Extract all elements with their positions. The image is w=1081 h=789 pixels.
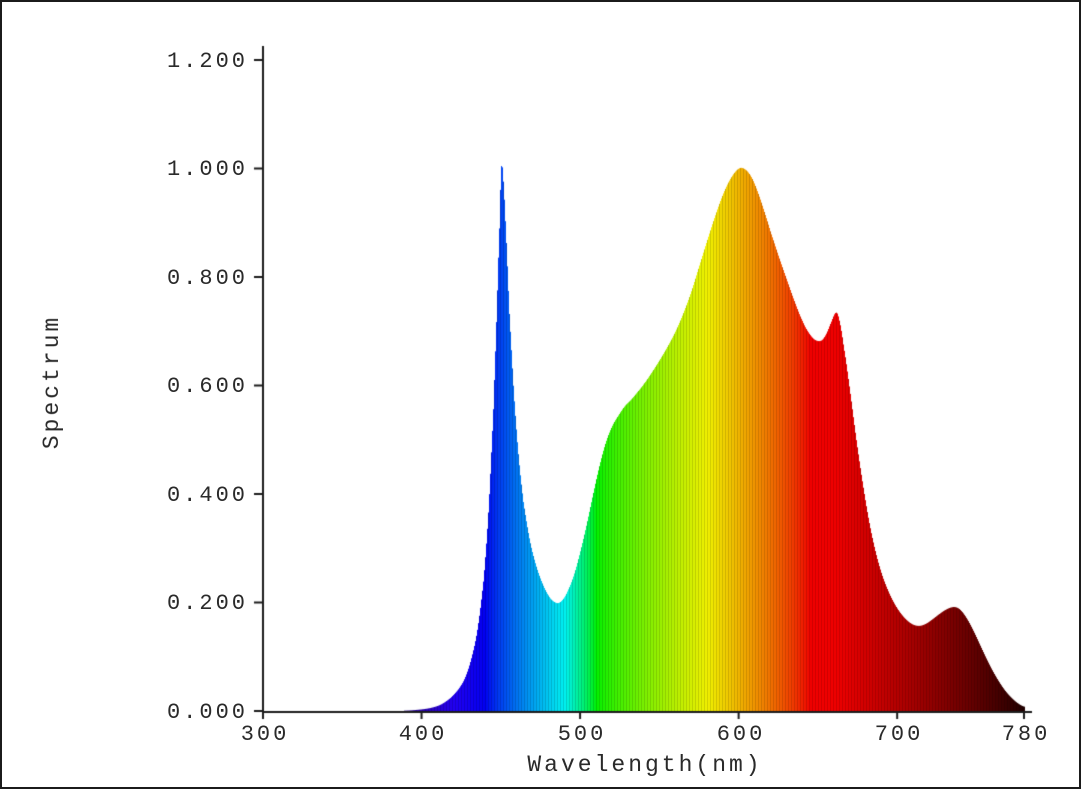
x-tick-label-600: 600	[716, 722, 766, 747]
y-tick-label-0200: 0.200	[166, 591, 248, 616]
x-tick-label-500: 500	[557, 722, 607, 747]
y-tick-label-1000: 1.000	[166, 157, 248, 182]
y-tick-label-0600: 0.600	[166, 374, 248, 399]
x-tick-label-300: 300	[240, 722, 290, 747]
y-tick-label-0800: 0.800	[166, 266, 248, 291]
y-tick-label-0400: 0.400	[166, 483, 248, 508]
x-tick-label-400: 400	[398, 722, 448, 747]
y-tick-label-0000: 0.000	[166, 700, 248, 725]
y-axis-title: Spectrum	[39, 314, 65, 450]
x-tick-label-780: 780	[1001, 722, 1051, 747]
y-tick-label-1200: 1.200	[166, 49, 248, 74]
x-axis-title: Wavelength(nm)	[527, 752, 763, 778]
x-tick-label-700: 700	[874, 722, 924, 747]
